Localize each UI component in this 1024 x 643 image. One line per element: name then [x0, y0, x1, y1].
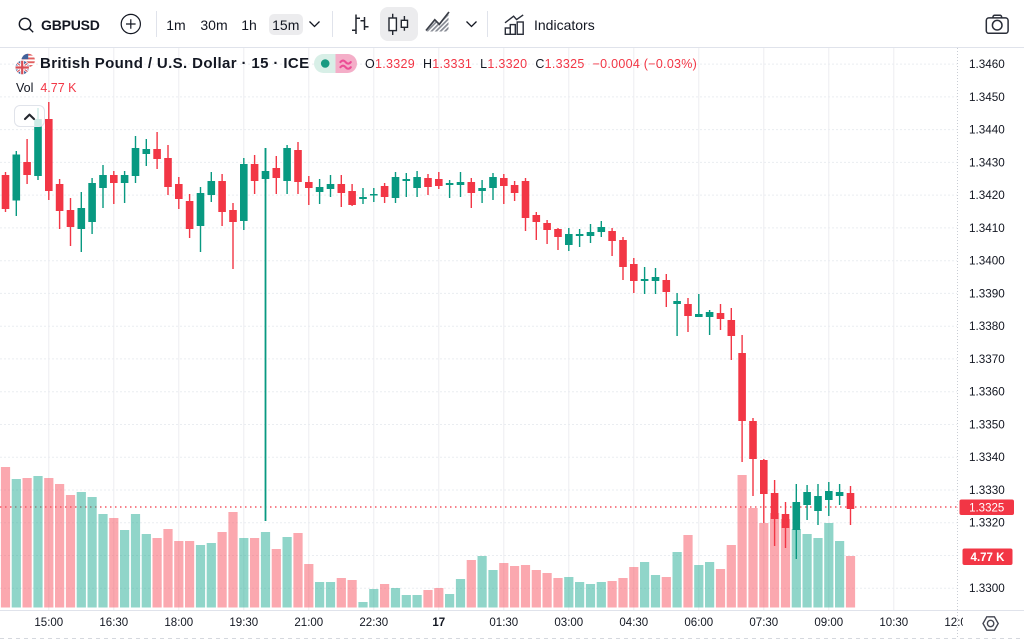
svg-text:15:00: 15:00 — [34, 617, 63, 629]
svg-text:1.3380: 1.3380 — [969, 320, 1005, 333]
svg-text:1.3370: 1.3370 — [969, 353, 1005, 366]
svg-text:22:30: 22:30 — [359, 617, 388, 629]
svg-text:1.3400: 1.3400 — [969, 255, 1005, 268]
svg-text:1.3440: 1.3440 — [969, 124, 1005, 137]
svg-text:1.3340: 1.3340 — [969, 451, 1005, 464]
svg-text:1.3460: 1.3460 — [969, 58, 1005, 71]
svg-text:03:00: 03:00 — [554, 617, 583, 629]
svg-text:01:30: 01:30 — [489, 617, 518, 629]
svg-text:12:00: 12:00 — [944, 617, 973, 629]
svg-text:1.3410: 1.3410 — [969, 222, 1005, 235]
svg-text:1.3430: 1.3430 — [969, 156, 1005, 169]
svg-text:1.3320: 1.3320 — [969, 517, 1005, 530]
svg-text:17: 17 — [432, 617, 445, 629]
svg-text:1.3350: 1.3350 — [969, 418, 1005, 431]
svg-text:1.3330: 1.3330 — [969, 484, 1005, 497]
svg-text:06:00: 06:00 — [684, 617, 713, 629]
svg-text:19:30: 19:30 — [229, 617, 258, 629]
svg-text:16:30: 16:30 — [99, 617, 128, 629]
svg-text:1.3390: 1.3390 — [969, 287, 1005, 300]
svg-text:1.3325: 1.3325 — [969, 502, 1004, 514]
svg-text:10:30: 10:30 — [879, 617, 908, 629]
svg-text:1.3420: 1.3420 — [969, 189, 1005, 202]
svg-text:1.3360: 1.3360 — [969, 386, 1005, 399]
svg-text:18:00: 18:00 — [164, 617, 193, 629]
svg-text:1.3450: 1.3450 — [969, 91, 1005, 104]
svg-text:09:00: 09:00 — [814, 617, 843, 629]
svg-text:1.3300: 1.3300 — [969, 582, 1005, 595]
svg-text:21:00: 21:00 — [294, 617, 323, 629]
svg-text:4.77 K: 4.77 K — [971, 552, 1006, 564]
svg-text:07:30: 07:30 — [749, 617, 778, 629]
svg-text:04:30: 04:30 — [619, 617, 648, 629]
